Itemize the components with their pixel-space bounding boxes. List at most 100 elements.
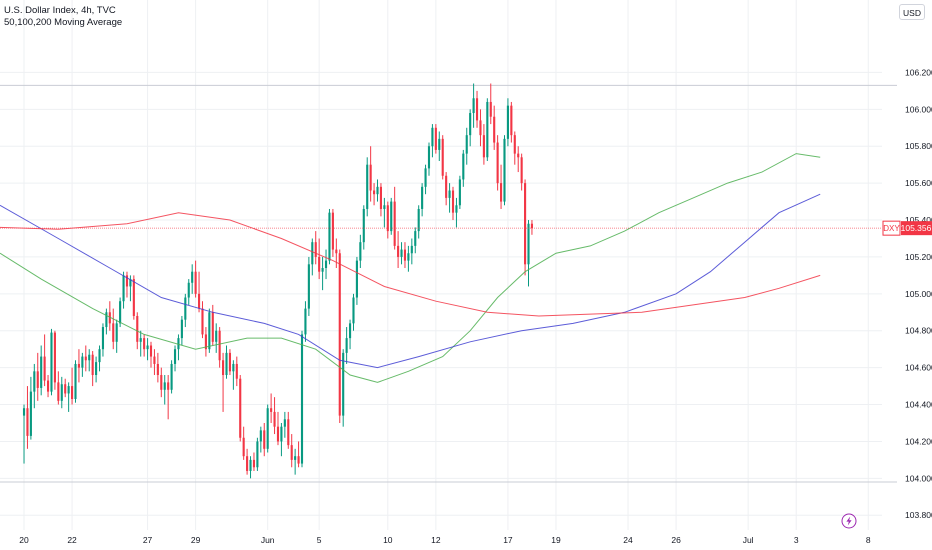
candle	[458, 175, 461, 209]
candle-body	[503, 138, 506, 202]
candle	[98, 345, 101, 372]
candle	[421, 183, 424, 217]
candle	[489, 83, 492, 125]
candle-body	[465, 135, 468, 154]
price-tick-label: 106.000	[905, 104, 932, 114]
candle-body	[249, 459, 252, 471]
candle-body	[527, 223, 530, 265]
candle	[506, 98, 509, 147]
candle	[211, 304, 214, 346]
candle-body	[125, 275, 129, 287]
candle	[225, 345, 228, 379]
candle-body	[493, 116, 496, 143]
candle	[348, 319, 352, 350]
candle	[273, 397, 276, 435]
candle-body	[506, 105, 509, 139]
price-tick-label: 105.600	[905, 178, 932, 188]
candle	[493, 105, 496, 150]
candle-body	[352, 297, 355, 324]
candle	[386, 201, 389, 239]
candle-body	[458, 179, 461, 206]
candle-body	[163, 382, 166, 390]
candle-body	[441, 138, 444, 176]
time-tick-label: 12	[431, 535, 441, 545]
candle-body	[160, 375, 163, 390]
candle	[249, 456, 252, 479]
price-axis[interactable]: 103.800 104.000 104.200 104.400 104.600 104.8…	[905, 67, 932, 520]
candle-body	[119, 301, 122, 324]
candle	[503, 135, 506, 206]
candle-body	[311, 242, 314, 265]
candle	[393, 186, 396, 250]
candle-body	[297, 456, 300, 464]
candle-body	[276, 426, 280, 442]
candle-body	[280, 426, 283, 442]
candle	[156, 352, 159, 383]
candle-body	[434, 127, 437, 150]
candle	[191, 264, 194, 294]
symbol-title: U.S. Dollar Index, 4h, TVC	[4, 5, 116, 16]
candle	[472, 83, 475, 128]
time-tick-label: 17	[503, 535, 513, 545]
currency-button[interactable]: USD	[899, 4, 925, 20]
candle-body	[318, 256, 321, 272]
candle	[64, 378, 67, 398]
candle	[465, 127, 468, 165]
ma200-line	[0, 212, 821, 317]
candle-body	[414, 231, 417, 246]
candle-body	[246, 456, 249, 471]
candle	[180, 315, 183, 346]
candle-body	[499, 183, 503, 202]
chart-legend[interactable]: U.S. Dollar Index, 4h, TVC 50,100,200 Mo…	[4, 5, 122, 29]
candle-body	[146, 345, 149, 350]
candle	[167, 375, 170, 420]
candle-body	[263, 430, 266, 449]
candle-body	[197, 293, 201, 309]
candle	[101, 323, 105, 357]
candle-body	[469, 113, 472, 136]
candle-body	[328, 212, 331, 261]
candle-body	[427, 146, 431, 169]
candle-body	[139, 338, 142, 342]
candle-body	[273, 411, 276, 427]
candle-body	[242, 437, 245, 457]
candle-body	[215, 330, 218, 342]
candle-body	[489, 101, 492, 117]
time-tick-label: Jun	[261, 535, 275, 545]
candle-body	[266, 408, 269, 449]
candle-body	[386, 205, 389, 232]
candle	[108, 301, 111, 331]
candle-body	[232, 363, 235, 372]
candle-body	[88, 354, 91, 361]
candle-body	[448, 190, 451, 198]
candle-body	[71, 386, 74, 400]
candle-body	[64, 384, 67, 394]
candle	[256, 437, 259, 471]
candle	[499, 164, 503, 209]
candle	[77, 349, 80, 383]
candle	[184, 293, 187, 328]
time-tick-label: Jul	[743, 535, 754, 545]
price-tag	[901, 221, 932, 236]
candle	[46, 375, 50, 398]
candle-body	[307, 264, 310, 309]
candle	[201, 301, 204, 339]
lightning-icon[interactable]	[841, 513, 857, 529]
candle	[36, 352, 39, 401]
candle-body	[513, 135, 516, 154]
candle-body	[136, 315, 139, 342]
candle	[232, 360, 235, 390]
price-tick-label: 105.000	[905, 289, 932, 299]
price-tick-label: 104.000	[905, 473, 932, 483]
candle	[486, 98, 489, 161]
candle-body	[91, 354, 94, 376]
candle	[259, 426, 262, 453]
candle	[331, 208, 334, 257]
candle	[194, 260, 197, 298]
time-axis[interactable]: 20 22 27 29 Jun 5 10 12 17 19 24 26 Jul 3 8	[19, 535, 871, 545]
price-tick-label: 105.800	[905, 141, 932, 151]
time-tick-label: 22	[67, 535, 77, 545]
candle	[276, 411, 280, 446]
candle-body	[479, 120, 482, 136]
